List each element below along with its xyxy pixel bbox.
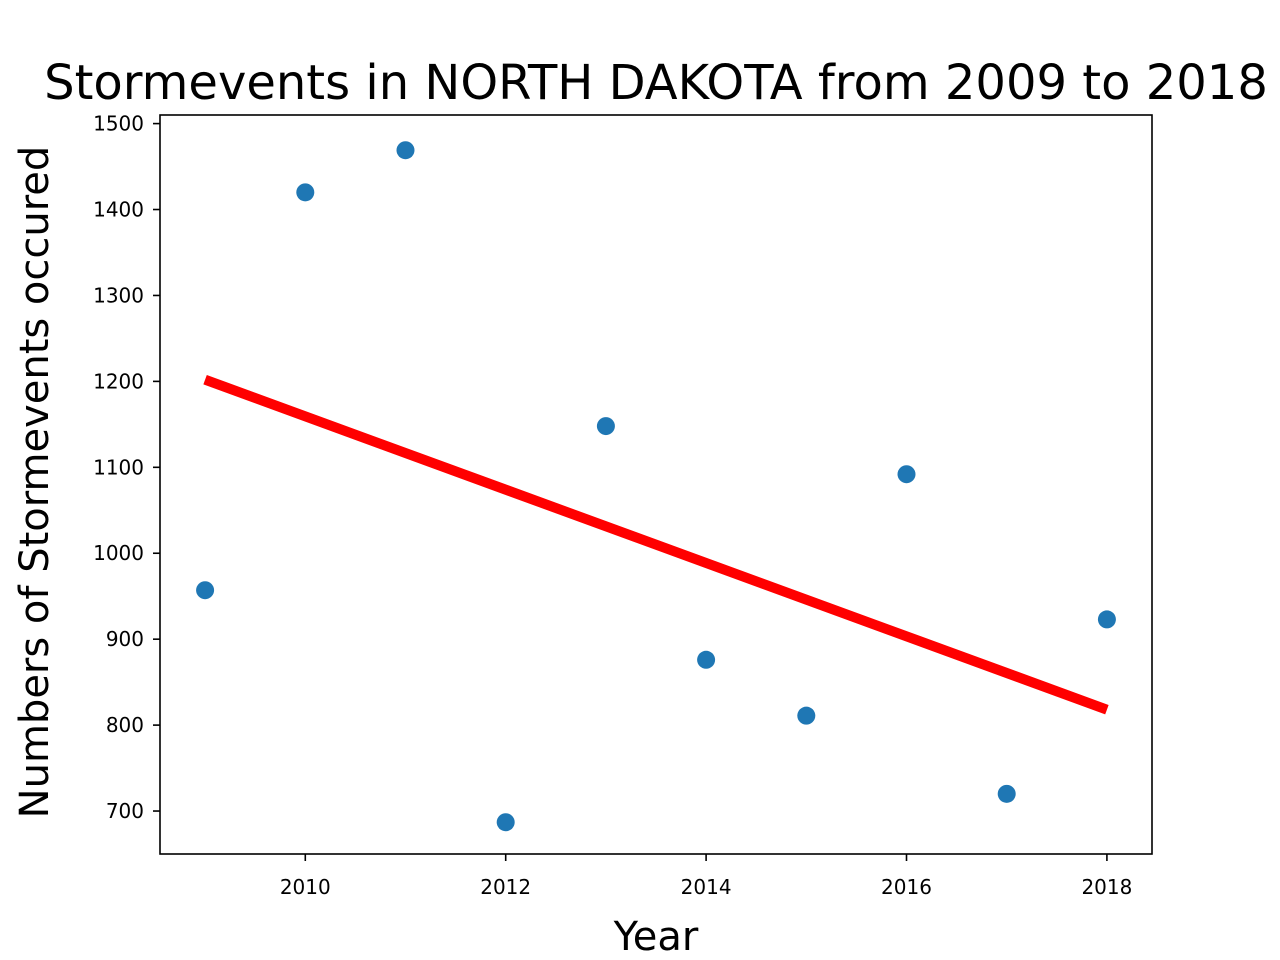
x-axis-label: Year — [613, 914, 699, 960]
y-tick-label: 800 — [106, 713, 144, 737]
y-tick-label: 1500 — [93, 112, 144, 136]
y-tick-label: 700 — [106, 799, 144, 823]
scatter-point — [697, 650, 716, 669]
scatter-point — [997, 784, 1016, 803]
scatter-point — [1097, 610, 1116, 629]
plot-frame — [159, 114, 1153, 855]
y-axis-label: Numbers of Stormevents occured — [12, 146, 58, 819]
x-tick-label: 2010 — [280, 875, 331, 899]
chart-title: Stormevents in NORTH DAKOTA from 2009 to… — [44, 55, 1268, 111]
y-tick-label: 900 — [106, 627, 144, 651]
scatter-point — [897, 465, 916, 484]
y-axis: 700 800 900 1000 1100 1200 1300 1400 1500 — [93, 112, 160, 823]
scatter-point — [596, 417, 615, 436]
scatter-point — [797, 706, 816, 725]
scatter-point — [496, 813, 515, 832]
x-tick-label: 2016 — [881, 875, 932, 899]
x-tick-label: 2012 — [480, 875, 531, 899]
x-tick-label: 2018 — [1081, 875, 1132, 899]
scatter-point — [396, 141, 415, 160]
scatter-point — [296, 183, 315, 202]
y-tick-label: 1400 — [93, 198, 144, 222]
y-tick-label: 1100 — [93, 455, 144, 479]
y-tick-label: 1000 — [93, 541, 144, 565]
trend-line — [203, 374, 1109, 715]
x-tick-label: 2014 — [681, 875, 732, 899]
data-marks — [196, 141, 1116, 832]
y-tick-label: 1200 — [93, 369, 144, 393]
x-axis: 2010 2012 2014 2016 2018 — [280, 854, 1132, 899]
y-tick-label: 1300 — [93, 283, 144, 307]
scatter-point — [196, 581, 215, 600]
